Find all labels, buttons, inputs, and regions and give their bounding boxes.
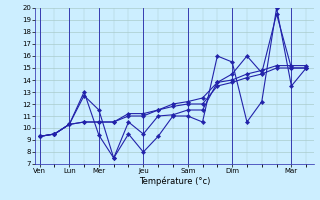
X-axis label: Température (°c): Température (°c): [139, 177, 210, 186]
